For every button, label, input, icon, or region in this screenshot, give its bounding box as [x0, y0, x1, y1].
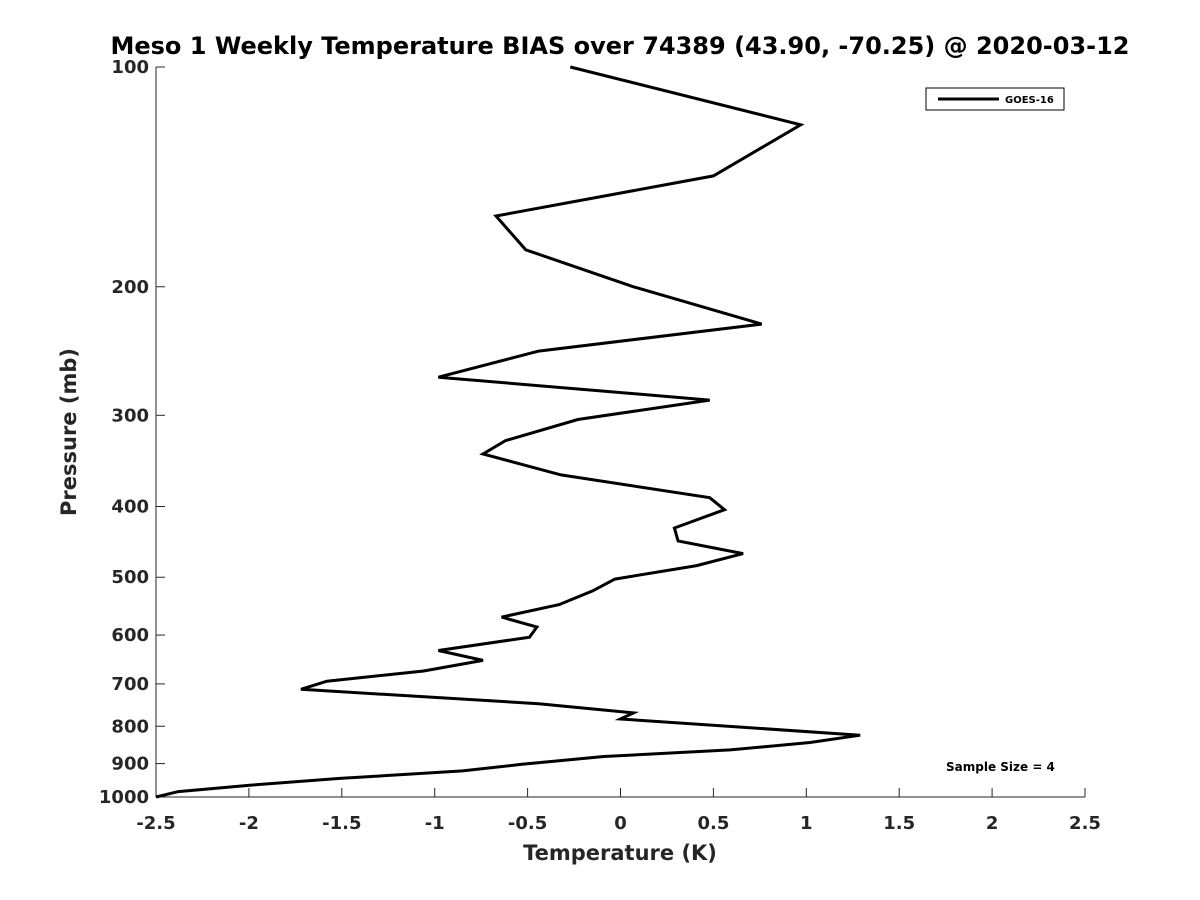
y-tick-label: 200: [111, 277, 149, 298]
x-tick-label: 0: [614, 813, 627, 834]
x-axis-label: Temperature (K): [523, 841, 717, 865]
y-tick-label: 100: [111, 57, 149, 78]
y-tick-label: 800: [111, 716, 149, 737]
y-axis-ticks: 100 200 300 400 500 600 700 800 900 1000: [99, 57, 165, 808]
y-axis-label: Pressure (mb): [57, 348, 81, 516]
y-tick-label: 300: [111, 405, 149, 426]
x-tick-label: -2.5: [136, 813, 175, 834]
series-layer: [155, 65, 861, 799]
y-tick-label: 1000: [99, 787, 149, 808]
plot-area: -2.5 -2 -1.5 -1 -0.5 0 0.5 1 1.5 2 2.5 100 200 300 40…: [99, 57, 1101, 834]
legend: GOES-16: [925, 87, 1065, 111]
sample-size-annotation: Sample Size = 4: [946, 760, 1055, 774]
x-tick-label: 0.5: [697, 813, 729, 834]
legend-label-goes-16: GOES-16: [1005, 95, 1054, 106]
x-tick-label: 2: [986, 813, 999, 834]
y-tick-label: 400: [111, 497, 149, 518]
y-tick-label: 900: [111, 754, 149, 775]
y-tick-label: 500: [111, 567, 149, 588]
x-tick-label: 1.5: [883, 813, 915, 834]
x-axis-ticks: -2.5 -2 -1.5 -1 -0.5 0 0.5 1 1.5 2 2.5: [136, 788, 1101, 834]
chart-title: Meso 1 Weekly Temperature BIAS over 7438…: [110, 32, 1129, 60]
y-tick-label: 600: [111, 625, 149, 646]
series-line-goes-16: [155, 65, 861, 799]
x-tick-label: -2: [239, 813, 259, 834]
x-tick-label: -1: [425, 813, 445, 834]
x-tick-label: 1: [800, 813, 813, 834]
y-tick-label: 700: [111, 674, 149, 695]
x-tick-label: 2.5: [1069, 813, 1101, 834]
x-tick-label: -1.5: [322, 813, 361, 834]
x-tick-label: -0.5: [508, 813, 547, 834]
